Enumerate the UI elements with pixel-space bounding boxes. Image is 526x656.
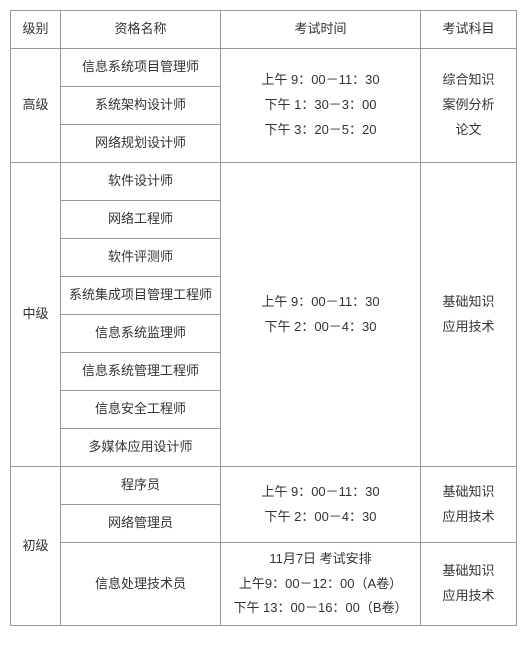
subject-line: 基础知识 [423,290,514,315]
subject-cell-junior-2: 基础知识 应用技术 [421,543,517,626]
qual-cell: 信息系统项目管理师 [61,49,221,87]
time-cell-junior-2: 11月7日 考试安排 上午9：00－12：00（A卷） 下午 13：00－16：… [221,543,421,626]
qual-cell: 网络工程师 [61,201,221,239]
qual-cell: 系统架构设计师 [61,87,221,125]
col-header-subject: 考试科目 [421,11,517,49]
time-line: 上午 9：00－11：30 [223,290,418,315]
qual-cell: 网络规划设计师 [61,125,221,163]
subject-line: 基础知识 [423,559,514,584]
time-line: 上午 9：00－11：30 [223,68,418,93]
time-line: 下午 1：30－3：00 [223,93,418,118]
col-header-level: 级别 [11,11,61,49]
time-line: 下午 2：00－4：30 [223,315,418,340]
table-row: 信息处理技术员 11月7日 考试安排 上午9：00－12：00（A卷） 下午 1… [11,543,517,626]
table-row: 中级 软件设计师 上午 9：00－11：30 下午 2：00－4：30 基础知识… [11,163,517,201]
qual-cell: 多媒体应用设计师 [61,429,221,467]
time-line: 上午9：00－12：00（A卷） [223,572,418,597]
qual-cell: 程序员 [61,467,221,505]
time-cell-senior: 上午 9：00－11：30 下午 1：30－3：00 下午 3：20－5：20 [221,49,421,163]
col-header-time: 考试时间 [221,11,421,49]
subject-line: 基础知识 [423,480,514,505]
subject-cell-senior: 综合知识 案例分析 论文 [421,49,517,163]
time-line: 下午 3：20－5：20 [223,118,418,143]
level-cell-mid: 中级 [11,163,61,467]
time-line: 下午 2：00－4：30 [223,505,418,530]
subject-line: 应用技术 [423,584,514,609]
subject-line: 论文 [423,118,514,143]
time-line: 上午 9：00－11：30 [223,480,418,505]
subject-line: 综合知识 [423,68,514,93]
subject-cell-mid: 基础知识 应用技术 [421,163,517,467]
subject-line: 应用技术 [423,505,514,530]
subject-cell-junior-1: 基础知识 应用技术 [421,467,517,543]
table-row: 高级 信息系统项目管理师 上午 9：00－11：30 下午 1：30－3：00 … [11,49,517,87]
qual-cell: 软件设计师 [61,163,221,201]
exam-schedule-table: 级别 资格名称 考试时间 考试科目 高级 信息系统项目管理师 上午 9：00－1… [10,10,517,626]
subject-line: 案例分析 [423,93,514,118]
subject-line: 应用技术 [423,315,514,340]
table-row: 初级 程序员 上午 9：00－11：30 下午 2：00－4：30 基础知识 应… [11,467,517,505]
time-line: 下午 13：00－16：00（B卷） [223,596,418,621]
level-cell-senior: 高级 [11,49,61,163]
level-cell-junior: 初级 [11,467,61,626]
table-header-row: 级别 资格名称 考试时间 考试科目 [11,11,517,49]
qual-cell: 信息系统监理师 [61,315,221,353]
qual-cell: 网络管理员 [61,505,221,543]
time-cell-junior-1: 上午 9：00－11：30 下午 2：00－4：30 [221,467,421,543]
col-header-qual: 资格名称 [61,11,221,49]
qual-cell: 信息安全工程师 [61,391,221,429]
qual-cell: 软件评测师 [61,239,221,277]
qual-cell: 信息处理技术员 [61,543,221,626]
time-cell-mid: 上午 9：00－11：30 下午 2：00－4：30 [221,163,421,467]
time-line: 11月7日 考试安排 [223,547,418,572]
qual-cell: 系统集成项目管理工程师 [61,277,221,315]
qual-cell: 信息系统管理工程师 [61,353,221,391]
